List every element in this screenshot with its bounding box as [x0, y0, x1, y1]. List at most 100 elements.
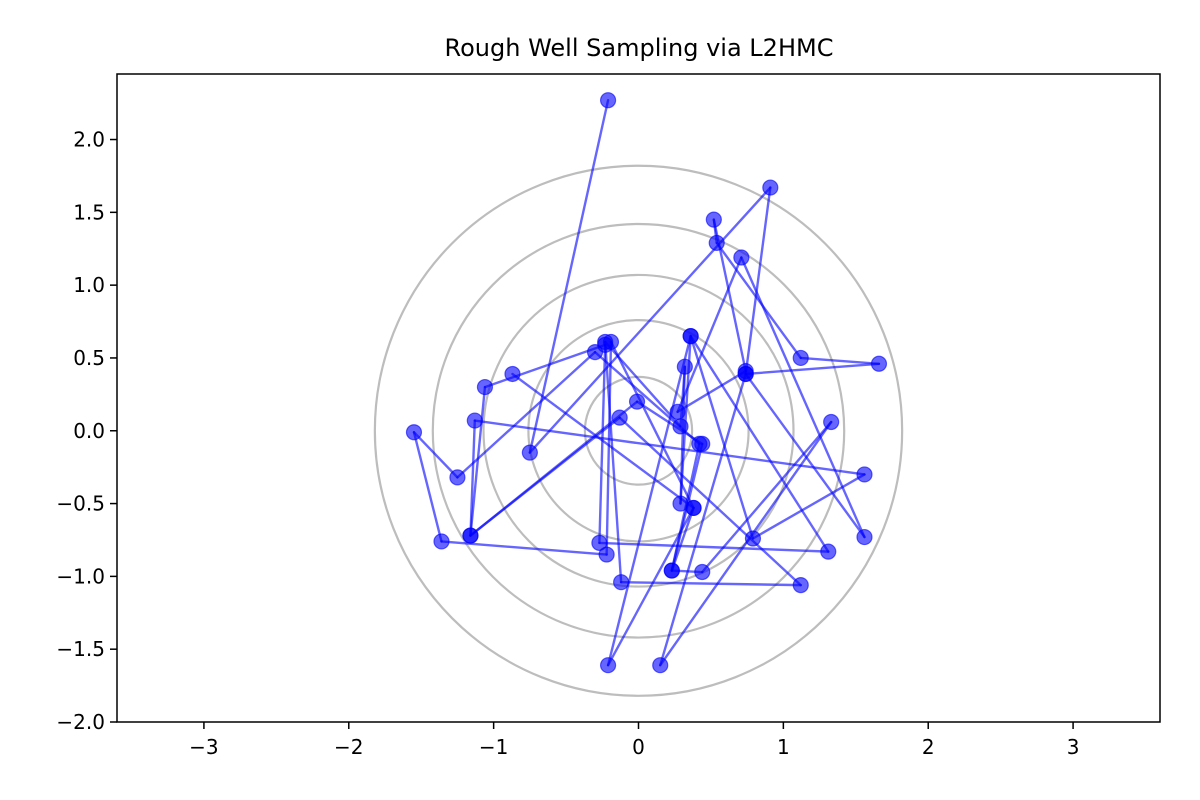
sample-point — [708, 234, 725, 252]
trajectory-segment — [799, 356, 881, 365]
contour-ring-5 — [373, 164, 904, 697]
y-tick-label: −0.5 — [56, 492, 105, 516]
sample-point — [733, 249, 750, 266]
x-tick-label: −1 — [479, 735, 508, 759]
sample-point — [820, 543, 837, 560]
trajectory-segment — [670, 506, 695, 572]
trajectory-segment — [412, 431, 443, 543]
x-tick-label: 3 — [1067, 735, 1080, 759]
sample-point — [466, 412, 483, 429]
trajectory-segment — [469, 400, 639, 537]
sample-point — [737, 365, 754, 383]
sample-point — [856, 528, 873, 546]
trajectory-segment — [659, 420, 833, 667]
contour-ring-3 — [482, 273, 795, 588]
trajectory-segment — [598, 541, 830, 553]
sample-point — [598, 546, 615, 563]
trajectory-segment — [609, 340, 695, 510]
x-tick-label: −3 — [189, 735, 218, 759]
trajectory-segment — [689, 334, 755, 540]
sample-point — [792, 577, 809, 594]
trajectory-segment — [483, 343, 607, 389]
trajectory-segment — [511, 372, 695, 510]
trajectory-segment — [528, 186, 772, 454]
y-tick-label: −1.0 — [56, 564, 105, 588]
y-tick-label: 1.5 — [73, 200, 105, 224]
sample-point — [663, 562, 680, 579]
x-tick-label: 2 — [922, 735, 935, 759]
trajectory-segment — [744, 372, 866, 539]
trajectory-segment — [606, 506, 695, 667]
trajectory-segment — [456, 350, 597, 479]
sample-point — [462, 527, 479, 544]
sample-point — [611, 409, 628, 426]
sample-point — [685, 499, 702, 517]
sample-point — [628, 393, 646, 410]
trajectory-segment — [744, 186, 772, 376]
y-tick-label: 0.0 — [73, 419, 105, 443]
trajectory-segment — [412, 431, 459, 479]
trajectory-segment — [715, 241, 802, 360]
contour-ring-4 — [431, 222, 846, 639]
sample-point — [613, 574, 630, 591]
sample-points — [405, 92, 888, 674]
y-tick-label: −1.5 — [56, 637, 105, 661]
sample-point — [694, 563, 711, 581]
sample-point — [870, 355, 888, 372]
sample-point — [591, 534, 608, 551]
y-tick-label: 2.0 — [73, 128, 105, 152]
sample-point — [405, 424, 423, 441]
sample-point — [599, 657, 617, 674]
x-tick-label: −2 — [334, 735, 363, 759]
sample-point — [792, 349, 809, 367]
sample-point — [599, 92, 617, 109]
trajectory-segment — [528, 99, 610, 454]
sample-point — [672, 418, 689, 435]
contour-ring-2 — [527, 318, 750, 543]
sample-point — [694, 435, 711, 452]
trajectory-segment — [606, 334, 692, 667]
sample-point — [682, 328, 699, 345]
trajectory-segment — [635, 400, 704, 446]
trajectory-segment — [605, 340, 613, 556]
trajectory-segment — [740, 256, 866, 539]
trajectory-segment — [473, 419, 866, 476]
sample-point — [597, 336, 614, 353]
chart-title: Rough Well Sampling via L2HMC — [445, 34, 834, 62]
trajectory-segment — [744, 362, 881, 376]
sample-point — [762, 179, 779, 196]
sample-point — [449, 469, 466, 486]
sample-point — [669, 403, 686, 420]
trajectory-segment — [751, 473, 866, 540]
trajectory-segment — [619, 581, 802, 587]
sample-point — [504, 365, 521, 383]
contour-ring-1 — [583, 375, 694, 486]
x-tick-label: 1 — [777, 735, 790, 759]
y-tick-label: 1.0 — [73, 273, 105, 297]
sample-point — [652, 657, 669, 674]
sample-point — [856, 466, 873, 483]
x-axis: −3 −2 −1 0 1 2 3 — [189, 722, 1079, 759]
sample-point — [521, 444, 538, 461]
trajectory-segment — [689, 334, 830, 553]
y-tick-label: 0.5 — [73, 346, 105, 370]
trajectory-segment — [469, 385, 487, 537]
trajectory-segment — [440, 540, 608, 556]
contour-rings — [373, 164, 904, 697]
trajectory-segment — [676, 369, 747, 414]
trajectory-segment — [603, 340, 682, 428]
sample-point — [705, 211, 722, 228]
y-tick-label: −2.0 — [56, 710, 105, 734]
sample-point — [676, 358, 693, 375]
trajectory-segment — [659, 372, 747, 667]
sample-point — [744, 530, 762, 547]
sample-point — [433, 533, 450, 550]
x-tick-label: 0 — [632, 735, 645, 759]
trajectory-series — [412, 99, 881, 667]
trajectory-segment — [603, 340, 623, 584]
sample-point — [823, 413, 840, 431]
sample-point — [476, 378, 494, 396]
trajectory-segment — [598, 343, 607, 545]
y-axis: −2.0 −1.5 −1.0 −0.5 0.0 0.5 1.0 1.5 2.0 — [56, 128, 117, 734]
